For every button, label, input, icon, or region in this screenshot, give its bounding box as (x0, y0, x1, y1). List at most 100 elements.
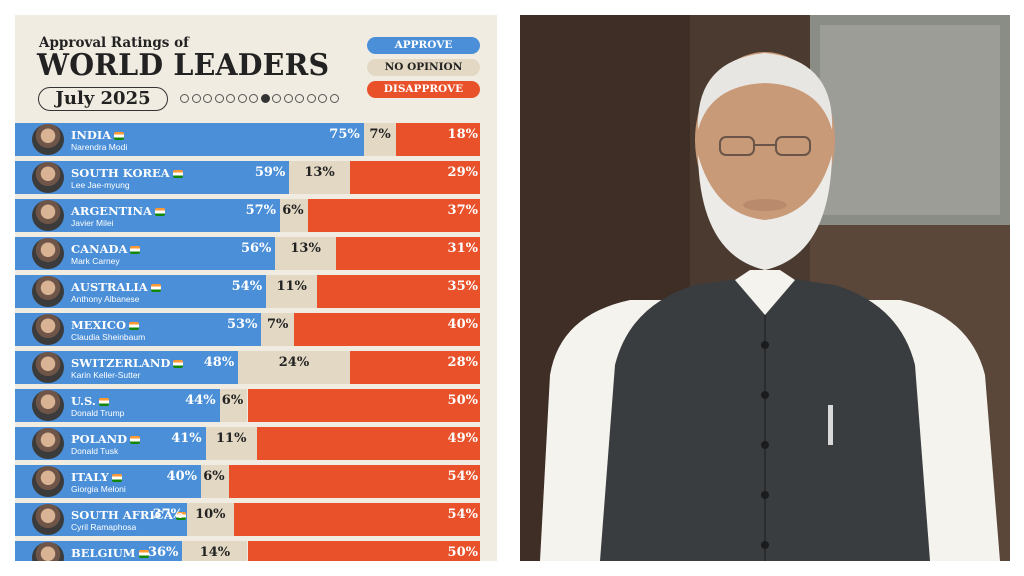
leader-name: Anthony Albanese (71, 294, 140, 304)
leader-avatar (32, 238, 64, 269)
bar-no-opinion (261, 313, 294, 346)
value-disapprove: 29% (447, 165, 478, 180)
bar-row: ITALY Giorgia Meloni 40% 6% 54% (15, 465, 497, 498)
flag-icon (173, 360, 184, 368)
country-name: MEXICO (71, 318, 126, 332)
country-label: BELGIUM (71, 546, 149, 560)
bar-row: ARGENTINA Javier Milei 57% 6% 37% (15, 199, 497, 232)
value-disapprove: 49% (447, 431, 478, 446)
chart-panel: Approval Ratings of WORLD LEADERS July 2… (15, 15, 497, 561)
value-approve: 44% (185, 393, 216, 408)
page-dot (191, 94, 201, 103)
value-approve: 56% (240, 241, 272, 256)
value-no-opinion: 7% (267, 317, 289, 332)
flag-icon (138, 550, 149, 558)
bar-disapprove (294, 313, 480, 346)
bar-no-opinion (280, 199, 308, 232)
bar-no-opinion (182, 541, 248, 561)
value-approve: 37% (152, 507, 184, 522)
value-disapprove: 18% (447, 127, 478, 142)
country-name: SOUTH KOREA (71, 166, 170, 180)
page-dot (283, 94, 293, 103)
page-dot (226, 94, 235, 103)
bar-disapprove (349, 161, 480, 194)
value-no-opinion: 10% (195, 507, 226, 522)
leader-name: Lee Jae-myung (71, 180, 130, 190)
value-disapprove: 31% (447, 241, 478, 256)
country-name: POLAND (71, 432, 128, 446)
portrait-photo (520, 15, 1010, 561)
value-no-opinion: 14% (199, 545, 231, 560)
bar-row: CANADA Mark Carney 56% 13% 31% (15, 237, 497, 270)
leader-name: Claudia Sheinbaum (71, 332, 146, 342)
bar-row: POLAND Donald Tusk 41% 11% 49% (15, 427, 497, 460)
value-disapprove: 50% (447, 545, 478, 560)
flag-icon (111, 474, 122, 482)
bar-disapprove (317, 275, 480, 308)
flag-icon (130, 436, 141, 444)
value-no-opinion: 7% (369, 127, 391, 142)
legend-disapprove: DISAPPROVE (367, 81, 480, 98)
value-disapprove: 54% (447, 469, 478, 484)
country-label: U.S. (71, 394, 109, 408)
leader-name: Karin Keller-Sutter (71, 370, 141, 380)
page-dot (214, 94, 224, 103)
bar-row: SOUTH KOREA Lee Jae-myung 59% 13% 29% (15, 161, 497, 194)
value-approve: 40% (166, 469, 197, 484)
bar-disapprove (228, 465, 480, 498)
country-label: POLAND (71, 432, 141, 446)
leader-name: Donald Trump (71, 408, 125, 418)
chart-supertitle: Approval Ratings of (39, 35, 189, 51)
page-dot (237, 94, 247, 103)
leader-avatar (32, 314, 64, 345)
leader-name: Cyril Ramaphosa (71, 522, 137, 532)
country-name: U.S. (71, 394, 96, 408)
country-label: INDIA (71, 128, 125, 142)
bar-row: INDIA Narendra Modi 75% 7% 18% (15, 123, 497, 156)
page-dot (203, 94, 212, 103)
bar-disapprove (307, 199, 480, 232)
leader-avatar (32, 466, 64, 497)
flag-icon (175, 512, 186, 520)
page-dot (329, 94, 339, 103)
country-name: AUSTRALIA (71, 280, 148, 294)
country-label: AUSTRALIA (71, 280, 161, 294)
leader-avatar (32, 504, 64, 535)
country-name: ITALY (71, 470, 109, 484)
leader-avatar (32, 162, 64, 193)
value-no-opinion: 6% (282, 203, 304, 218)
chart-title: WORLD LEADERS (37, 48, 330, 83)
portrait-illustration (520, 15, 1010, 561)
value-approve: 54% (231, 279, 263, 294)
leader-avatar (32, 352, 64, 383)
country-name: ARGENTINA (71, 204, 152, 218)
country-name: SOUTH AFRICA (71, 508, 173, 522)
page-dot (295, 94, 304, 103)
bar-no-opinion (238, 351, 350, 384)
leader-avatar (32, 428, 64, 459)
bar-approve (15, 123, 364, 156)
flag-icon (154, 208, 165, 216)
bar-no-opinion (275, 237, 336, 270)
value-no-opinion: 11% (276, 279, 307, 294)
country-label: MEXICO (71, 318, 139, 332)
leader-name: Giorgia Meloni (71, 484, 126, 494)
value-disapprove: 54% (447, 507, 478, 522)
value-approve: 41% (171, 431, 202, 446)
country-label: ARGENTINA (71, 204, 165, 218)
value-disapprove: 40% (447, 317, 478, 332)
flag-icon (130, 246, 141, 254)
page-dot (272, 94, 281, 103)
country-name: INDIA (71, 128, 112, 142)
bar-disapprove (247, 389, 480, 422)
flag-icon (128, 322, 139, 330)
value-approve: 59% (254, 165, 286, 180)
bar-no-opinion (187, 503, 234, 536)
bar-no-opinion (266, 275, 318, 308)
leader-avatar (32, 124, 64, 155)
country-label: SWITZERLAND (71, 356, 184, 370)
value-disapprove: 37% (447, 203, 478, 218)
value-approve: 36% (147, 545, 179, 560)
legend-approve: APPROVE (367, 37, 480, 54)
page-dot (249, 94, 258, 103)
